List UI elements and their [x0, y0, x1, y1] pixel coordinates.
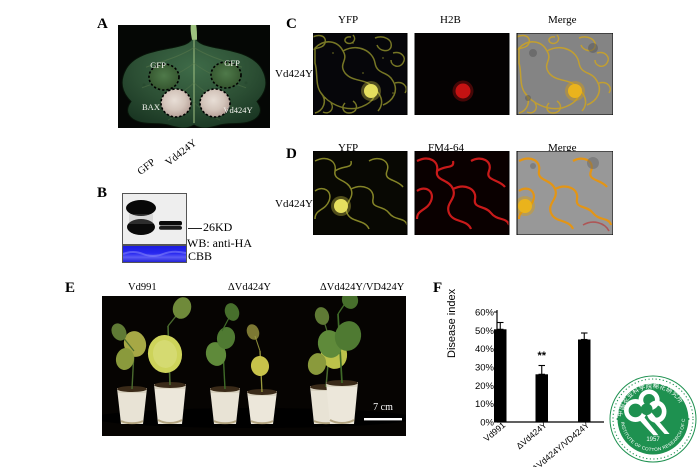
- svg-text:60%: 60%: [475, 308, 495, 319]
- svg-text:20%: 20%: [475, 381, 495, 392]
- svg-text:10%: 10%: [475, 399, 495, 410]
- svg-text:ΔVd424Y: ΔVd424Y: [514, 420, 549, 451]
- svg-text:Vd424Y: Vd424Y: [223, 105, 252, 115]
- svg-text:GFP: GFP: [224, 58, 240, 68]
- svg-text:1957: 1957: [646, 437, 660, 443]
- svg-text:30%: 30%: [475, 363, 495, 374]
- svg-text:BAX: BAX: [142, 102, 160, 112]
- svg-text:50%: 50%: [475, 326, 495, 337]
- svg-text:7 cm: 7 cm: [373, 402, 393, 413]
- svg-text:**: **: [537, 350, 546, 362]
- svg-text:GFP: GFP: [150, 60, 166, 70]
- svg-text:40%: 40%: [475, 344, 495, 355]
